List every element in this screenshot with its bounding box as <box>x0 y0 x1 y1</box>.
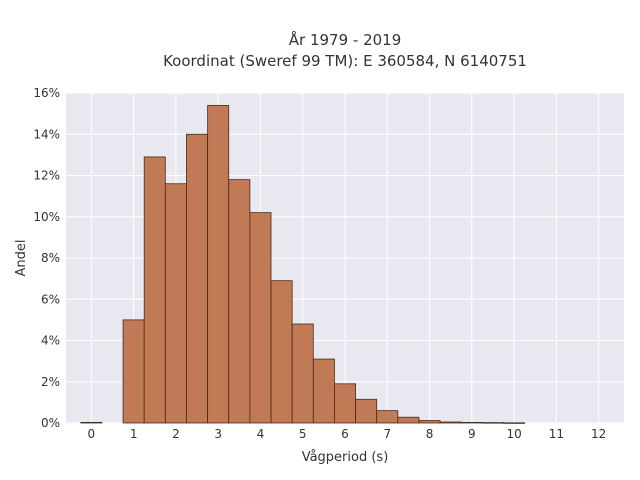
y-tick-label: 12% <box>33 169 60 183</box>
bar-5 <box>186 133 209 424</box>
chart-title-line-1: År 1979 - 2019 <box>289 30 402 49</box>
x-tick-label: 0 <box>88 427 96 441</box>
bars <box>80 104 526 424</box>
bar-20 <box>503 422 526 424</box>
y-tick-label: 14% <box>33 127 60 141</box>
x-tick-label: 2 <box>172 427 180 441</box>
y-axis-label: Andel <box>14 240 29 277</box>
x-tick-label: 5 <box>299 427 307 441</box>
y-tick-label: 16% <box>33 86 60 100</box>
bar-2 <box>122 319 145 424</box>
bar-8 <box>249 212 272 424</box>
bar-17 <box>439 421 462 424</box>
bar-15 <box>397 416 420 424</box>
bar-19 <box>481 422 504 424</box>
x-tick-label: 1 <box>130 427 138 441</box>
bar-6 <box>207 104 230 424</box>
bar-7 <box>228 179 251 424</box>
bar-10 <box>291 323 314 424</box>
x-tick-label: 6 <box>341 427 349 441</box>
x-tick-label: 9 <box>468 427 476 441</box>
bar-4 <box>164 183 187 424</box>
bar-11 <box>312 358 335 424</box>
bar-18 <box>460 421 483 424</box>
x-tick-label: 10 <box>506 427 521 441</box>
bar-9 <box>270 280 293 424</box>
x-tick-label: 12 <box>591 427 606 441</box>
y-tick-label: 8% <box>41 251 60 265</box>
bar-0 <box>80 421 103 424</box>
bar-13 <box>355 398 378 424</box>
bar-12 <box>334 383 356 424</box>
y-tick-label: 2% <box>41 375 60 389</box>
x-tick-labels: 0 1 2 3 4 5 6 7 8 9 10 11 12 <box>88 427 607 441</box>
bar-14 <box>376 410 399 424</box>
y-tick-labels: 0% 2% 4% 6% 8% 10% 12% 14% 16% <box>33 86 60 430</box>
x-tick-label: 3 <box>214 427 222 441</box>
x-tick-label: 7 <box>383 427 391 441</box>
x-tick-label: 4 <box>257 427 265 441</box>
y-tick-label: 10% <box>33 210 60 224</box>
x-tick-label: 11 <box>549 427 564 441</box>
x-axis-label: Vågperiod (s) <box>302 450 389 465</box>
chart-title-line-2: Koordinat (Sweref 99 TM): E 360584, N 61… <box>163 52 527 70</box>
bar-3 <box>143 156 166 424</box>
y-tick-label: 0% <box>41 416 60 430</box>
bar-16 <box>418 420 441 424</box>
x-tick-label: 8 <box>426 427 434 441</box>
y-tick-label: 4% <box>41 334 60 348</box>
y-tick-label: 6% <box>41 292 60 306</box>
